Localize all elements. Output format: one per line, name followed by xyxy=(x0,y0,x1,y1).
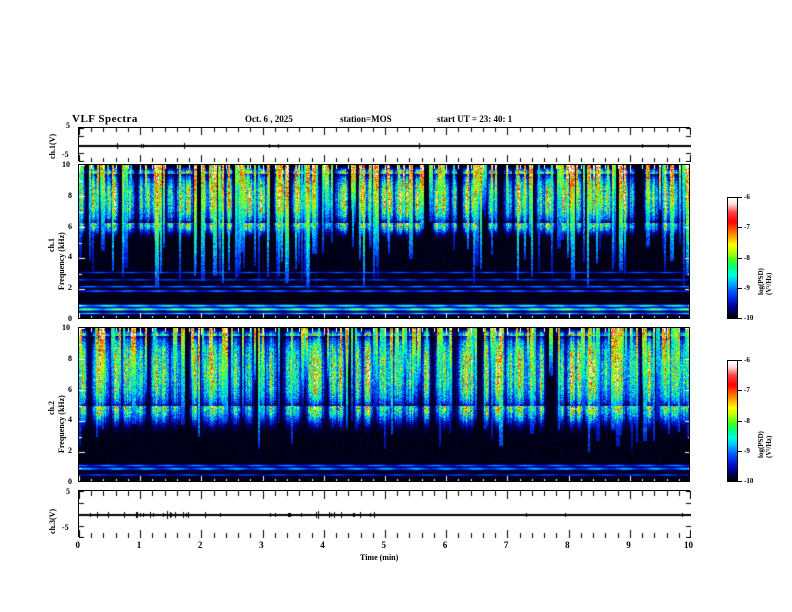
spectrogram-ytick-label: 0 xyxy=(68,314,72,323)
spectrogram-ytick-label: 2 xyxy=(68,283,72,293)
xaxis-label: Time (min) xyxy=(360,553,399,562)
ch1-waveform-ytick-neg5: -5 xyxy=(62,150,69,159)
ch3-waveform-ylabel: ch.3(V) xyxy=(48,508,57,534)
ch1-colorbar-label: log(PSD)(V²/Hz) xyxy=(757,268,773,295)
ch3-waveform-ytick-neg5: -5 xyxy=(62,523,69,532)
figure-start-ut: start UT = 23: 40: 1 xyxy=(437,114,513,124)
colorbar-tick-mark xyxy=(738,197,742,198)
spectrogram-ytick-label: 4 xyxy=(68,415,72,425)
ch2-spectrogram-ylabel-line2: Frequency (kHz) xyxy=(57,395,66,453)
colorbar-tick-label: -10 xyxy=(744,477,754,485)
ch1-colorbar xyxy=(727,197,738,319)
xaxis-tick-label: 0 xyxy=(75,540,81,550)
spectrogram-ytick-label: 10 xyxy=(62,323,70,332)
colorbar-tick-label: -7 xyxy=(744,223,750,232)
ch1-spectrogram-panel xyxy=(78,164,690,319)
colorbar-tick-mark xyxy=(738,421,742,422)
ch1-waveform-panel xyxy=(78,127,691,162)
spectrogram-ytick-label: 8 xyxy=(68,353,72,363)
ch1-waveform-ytick-5: 5 xyxy=(66,121,70,130)
colorbar-tick-label: -9 xyxy=(744,283,750,292)
colorbar-tick-label: -6 xyxy=(744,193,750,201)
xaxis-tick-label: 3 xyxy=(259,540,264,550)
xaxis-tick-label: 1 xyxy=(136,540,142,550)
figure-date: Oct. 6 , 2025 xyxy=(245,114,293,124)
spectrogram-ytick-label: 10 xyxy=(62,160,70,169)
ch1-spectrogram-ylabel-line2: Frequency (kHz) xyxy=(57,232,66,290)
colorbar-tick-mark xyxy=(738,481,742,482)
colorbar-tick-label: -7 xyxy=(744,386,750,395)
spectrogram-ytick-label: 4 xyxy=(68,252,72,262)
colorbar-tick-label: -8 xyxy=(744,253,750,262)
ch2-colorbar xyxy=(727,360,738,482)
xaxis-tick-label: 6 xyxy=(442,540,448,550)
figure-title: VLF Spectra xyxy=(72,113,138,125)
ch1-colorbar-gradient xyxy=(728,198,737,318)
colorbar-tick-mark xyxy=(738,288,742,289)
colorbar-tick-label: -9 xyxy=(744,446,750,455)
spectrogram-ytick-label: 0 xyxy=(68,477,72,486)
ch2-colorbar-label: log(PSD)(V²/Hz) xyxy=(757,431,773,458)
colorbar-tick-mark xyxy=(738,227,742,228)
colorbar-tick-label: -10 xyxy=(744,314,754,322)
spectrogram-ytick-label: 6 xyxy=(68,221,72,231)
xaxis-tick-label: 2 xyxy=(197,540,203,550)
figure-station: station=MOS xyxy=(340,114,392,124)
ch3-waveform-panel xyxy=(78,490,691,538)
xaxis-tick-label: 9 xyxy=(626,540,631,550)
spectrogram-ytick-label: 8 xyxy=(68,190,72,200)
xaxis-tick-label: 10 xyxy=(684,540,693,550)
colorbar-tick-mark xyxy=(738,390,742,391)
colorbar-tick-label: -6 xyxy=(744,356,750,364)
ch1-waveform-ylabel: ch.1(V) xyxy=(48,133,57,159)
colorbar-tick-mark xyxy=(738,318,742,319)
colorbar-tick-label: -8 xyxy=(744,416,750,425)
ch2-spectrogram-panel xyxy=(78,327,690,482)
xaxis-tick-label: 5 xyxy=(381,540,387,550)
spectrogram-ytick-label: 2 xyxy=(68,446,72,456)
ch2-colorbar-gradient xyxy=(728,361,737,481)
colorbar-tick-mark xyxy=(738,451,742,452)
xaxis-tick-label: 4 xyxy=(320,540,325,550)
colorbar-tick-mark xyxy=(738,258,742,259)
xaxis-tick-label: 7 xyxy=(503,540,509,550)
ch1-spectrogram-ylabel-line1: ch.1 xyxy=(47,238,56,252)
colorbar-tick-mark xyxy=(738,360,742,361)
spectrogram-ytick-label: 6 xyxy=(68,384,72,394)
xaxis-tick-label: 8 xyxy=(565,540,570,550)
ch3-waveform-ytick-5: 5 xyxy=(66,487,70,496)
ch2-spectrogram-ylabel-line1: ch.2 xyxy=(47,401,56,415)
